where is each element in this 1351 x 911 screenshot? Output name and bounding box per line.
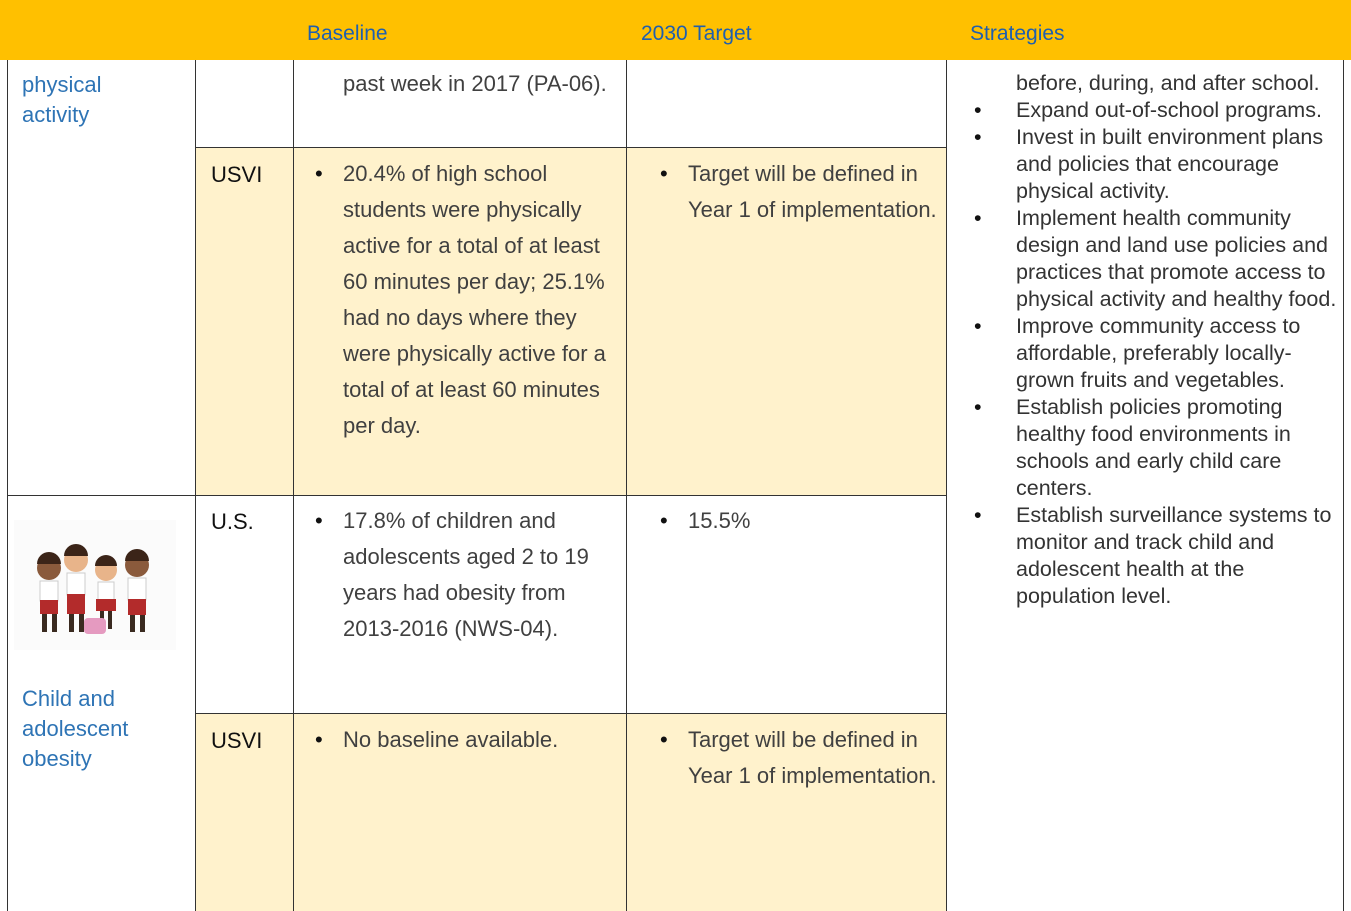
border <box>626 60 627 911</box>
header-baseline: Baseline <box>307 22 388 46</box>
region: USVI <box>211 728 262 754</box>
strategy-list: Expand out-of-school programs.Invest in … <box>1016 97 1342 610</box>
baseline-text: No baseline available. <box>343 722 615 758</box>
strategy-item: Implement health community design and la… <box>1016 205 1342 313</box>
topic: physical activity <box>22 70 132 130</box>
region: U.S. <box>211 509 254 535</box>
strategy-item: Expand out-of-school programs. <box>1016 97 1342 124</box>
border <box>1343 60 1344 911</box>
target-text: Target will be defined in Year 1 of impl… <box>688 722 938 794</box>
header-target: 2030 Target <box>641 22 752 46</box>
page: Baseline 2030 Target Strategies physical… <box>0 0 1351 911</box>
region: USVI <box>211 162 262 188</box>
strategy-item: Improve community access to affordable, … <box>1016 313 1342 394</box>
border <box>293 60 294 911</box>
border <box>195 60 196 911</box>
target-text: 15.5% <box>688 503 938 539</box>
target-text: Target will be defined in Year 1 of impl… <box>688 156 938 228</box>
baseline-text: 17.8% of children and adolescents aged 2… <box>343 503 615 647</box>
strategy-item: Establish surveillance systems to monito… <box>1016 502 1342 610</box>
border <box>195 713 946 714</box>
strategy-continued: before, during, and after school. <box>1016 70 1342 97</box>
baseline-text: 20.4% of high school students were physi… <box>343 156 615 444</box>
children-illustration <box>14 520 176 650</box>
topic: Child and adolescent obesity <box>22 684 162 774</box>
strategy-item: Establish policies promoting healthy foo… <box>1016 394 1342 502</box>
border <box>7 60 8 911</box>
strategy-item: Invest in built environment plans and po… <box>1016 124 1342 205</box>
border <box>946 60 947 911</box>
border <box>7 495 946 496</box>
strategies: before, during, and after school. Expand… <box>1016 70 1342 610</box>
baseline-text: past week in 2017 (PA-06). <box>343 66 613 102</box>
header-strategies: Strategies <box>970 22 1065 46</box>
border <box>195 147 946 148</box>
